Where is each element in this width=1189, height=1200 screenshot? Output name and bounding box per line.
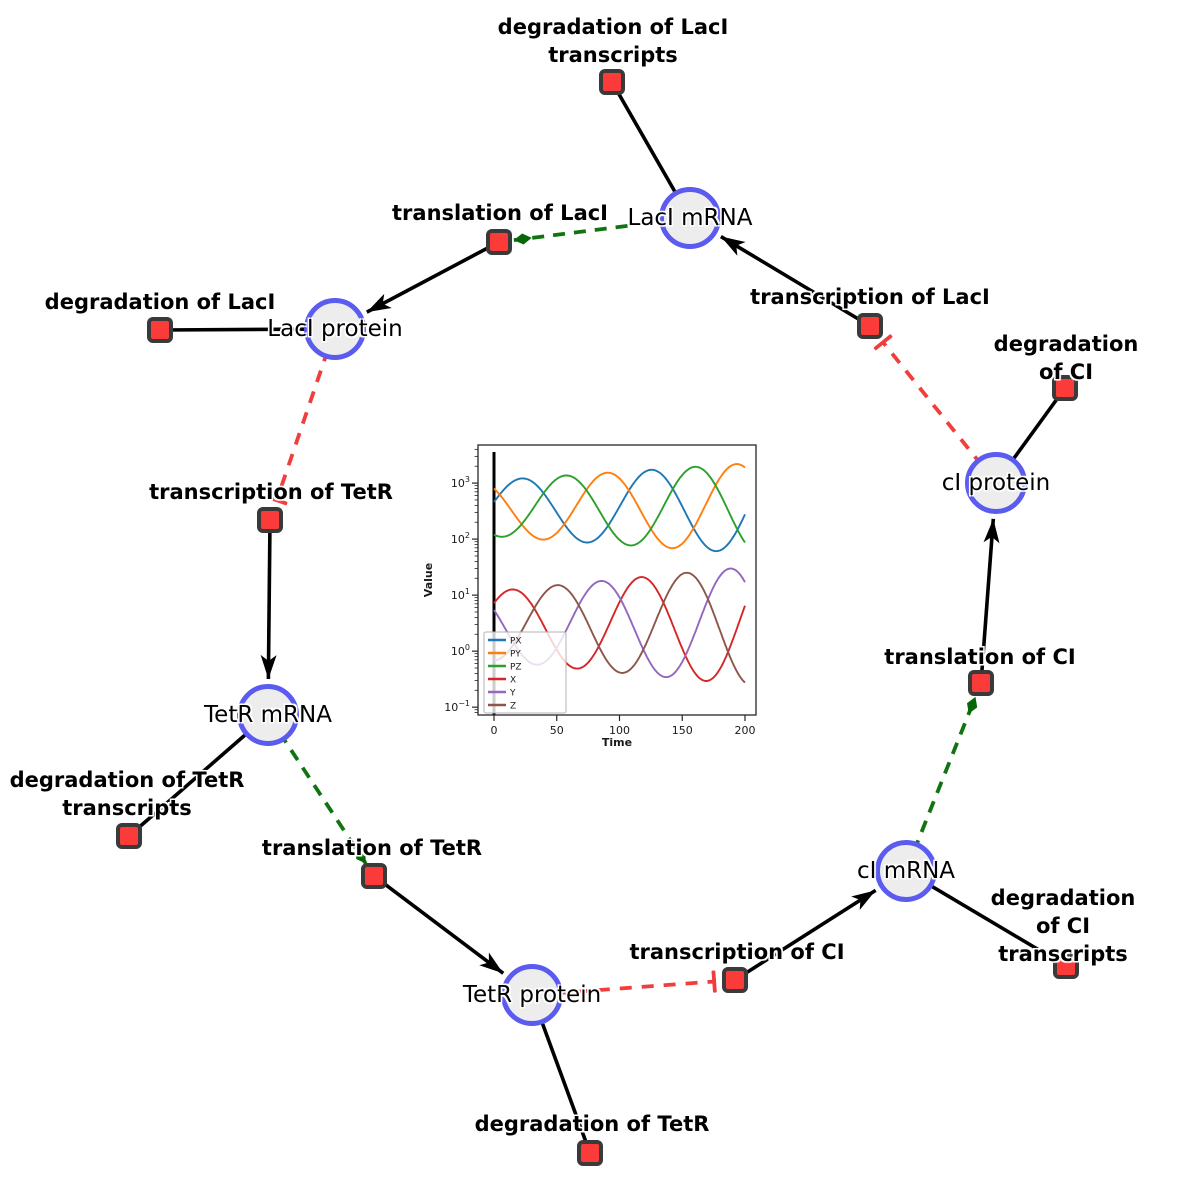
species-label-tetr_protein: TetR protein — [462, 982, 602, 1008]
reaction-node-transcription_laci — [857, 313, 883, 339]
svg-text:101: 101 — [451, 587, 470, 602]
edge-transcription_laci--laci_mrna-arrow — [719, 234, 871, 328]
reaction-node-transcription_tetr — [257, 507, 283, 533]
timeseries-chart: PX PY PZ X Y Z 10−1 100 101 102 103 0 50 100 150 200 Tim… — [408, 428, 768, 763]
reaction-node-translation_laci — [486, 229, 512, 255]
chart-ylabel: Value — [422, 563, 435, 597]
reaction-node-deg_laci — [147, 317, 173, 343]
chart-series-PX — [493, 468, 746, 553]
svg-text:103: 103 — [451, 475, 470, 490]
chart-frame — [477, 444, 757, 716]
chart-xaxis: 0 50 100 150 200 — [491, 715, 756, 737]
species-label-ci_protein: cI protein — [941, 470, 1051, 496]
reaction-node-translation_tetr — [361, 863, 387, 889]
svg-text:150: 150 — [672, 724, 693, 737]
chart-series-Z — [493, 571, 746, 684]
svg-text:10−1: 10−1 — [444, 699, 470, 714]
reaction-node-deg_tetr_transcripts — [116, 823, 142, 849]
chart-xlabel: Time — [602, 736, 632, 749]
reaction-label-deg_ci: degradation of CI — [993, 332, 1139, 384]
chart-legend-label-X: X — [510, 676, 516, 686]
reaction-label-deg_laci: degradation of LacI — [44, 290, 276, 314]
chart-series-X — [493, 576, 746, 682]
edge-transcription_ci--ci_mrna-arrow — [734, 888, 877, 982]
timeseries-plot: PX PY PZ XYZ 10−1 100 101 102 103 0 50 100 150 200 Tim… — [422, 444, 757, 749]
reaction-label-deg_tetr_transcripts: degradation of TetR transcripts — [9, 768, 245, 820]
reaction-label-deg_ci_transcripts: degradation of CI transcripts — [990, 886, 1136, 966]
chart-legend-label-PY: PY — [510, 650, 521, 660]
chart-series-PY — [493, 463, 746, 550]
species-node-tetr_mrna — [237, 684, 299, 746]
reaction-label-transcription_ci: transcription of CI — [629, 940, 845, 964]
svg-text:0: 0 — [491, 724, 498, 737]
edge-transcription_tetr--tetr_mrna-arrow — [260, 519, 277, 680]
reaction-label-deg_tetr: degradation of TetR — [474, 1112, 710, 1136]
svg-text:100: 100 — [609, 724, 630, 737]
species-node-ci_mrna — [875, 840, 937, 902]
edge-translation_ci--ci_protein-arrow — [979, 518, 1000, 684]
svg-text:102: 102 — [451, 531, 470, 546]
species-node-tetr_protein — [501, 964, 563, 1026]
reaction-node-deg_ci — [1052, 375, 1078, 401]
chart-legend-label-PZ: PZ — [510, 663, 522, 673]
reaction-label-transcription_laci: transcription of LacI — [750, 285, 990, 309]
species-node-ci_protein — [965, 452, 1027, 514]
species-label-laci_protein: LacI protein — [267, 316, 403, 342]
reaction-label-translation_laci: translation of LacI — [392, 201, 608, 225]
edge-translation_tetr--tetr_protein-arrow — [372, 874, 505, 975]
reaction-node-deg_tetr — [577, 1140, 603, 1166]
species-node-laci_mrna — [659, 187, 721, 249]
chart-legend-label-Z: Z — [510, 702, 516, 712]
edge-ci_mrna--deg_ci_transcripts-plain — [905, 869, 1067, 968]
reaction-node-deg_ci_transcripts — [1053, 953, 1079, 979]
species-label-tetr_mrna: TetR mRNA — [204, 702, 332, 728]
edge-translation_laci--laci_protein-arrow — [365, 240, 500, 314]
svg-text:200: 200 — [735, 724, 756, 737]
chart-legend: PX PY PZ XYZ — [483, 631, 567, 714]
chart-series-PZ — [493, 465, 746, 547]
species-label-laci_mrna: LacI mRNA — [627, 205, 753, 231]
reaction-label-deg_laci_transcripts: degradation of LacI transcripts — [497, 15, 729, 67]
species-label-ci_mrna: cI mRNA — [856, 858, 956, 884]
svg-text:50: 50 — [550, 724, 564, 737]
reaction-label-transcription_tetr: transcription of TetR — [149, 480, 393, 504]
reaction-label-translation_tetr: translation of TetR — [261, 836, 483, 860]
chart-legend-label-PX: PX — [510, 637, 522, 647]
reaction-label-translation_ci: translation of CI — [884, 645, 1076, 669]
reaction-node-deg_laci_transcripts — [599, 69, 625, 95]
species-node-laci_protein — [304, 298, 366, 360]
svg-text:100: 100 — [451, 643, 470, 658]
reaction-node-translation_ci — [968, 670, 994, 696]
reaction-node-transcription_ci — [722, 967, 748, 993]
chart-legend-label-Y: Y — [509, 689, 516, 699]
chart-yaxis: 10−1 100 101 102 103 — [444, 448, 478, 714]
